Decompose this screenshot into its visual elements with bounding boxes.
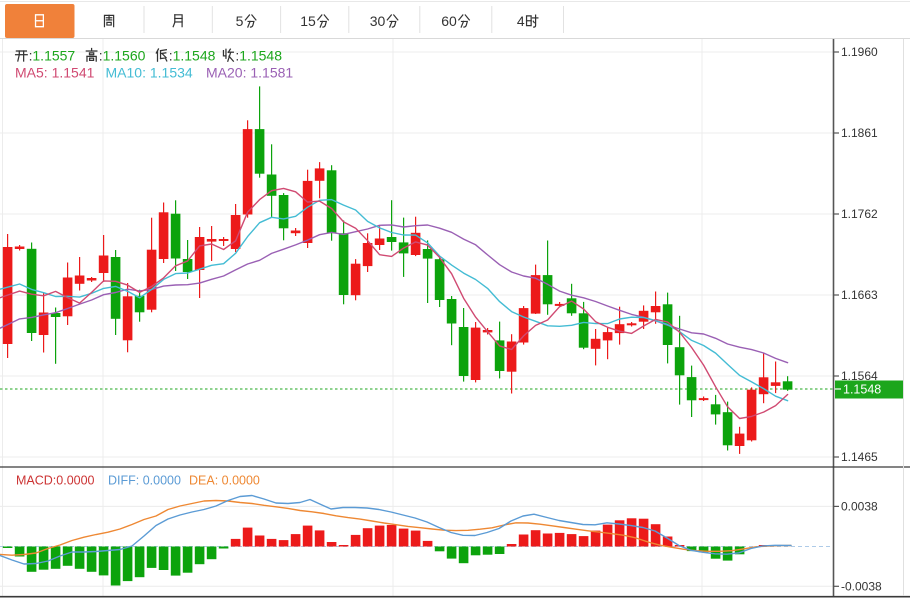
svg-text:15: 15 xyxy=(300,13,316,29)
svg-text:1.1560: 1.1560 xyxy=(103,47,146,63)
svg-text:MA10: 1.1534: MA10: 1.1534 xyxy=(106,64,193,80)
svg-text:1.1548: 1.1548 xyxy=(173,47,216,63)
svg-text:1.1762: 1.1762 xyxy=(841,207,878,221)
svg-text:MACD:0.0000: MACD:0.0000 xyxy=(16,474,95,488)
svg-text:1.1960: 1.1960 xyxy=(841,45,878,59)
svg-text:0.0038: 0.0038 xyxy=(841,500,878,514)
svg-text:4: 4 xyxy=(517,13,525,29)
svg-text:1.1548: 1.1548 xyxy=(843,383,881,397)
svg-text:1.1663: 1.1663 xyxy=(841,288,878,302)
svg-text:1.1465: 1.1465 xyxy=(841,450,878,464)
svg-text:DEA: 0.0000: DEA: 0.0000 xyxy=(189,474,260,488)
svg-text::: : xyxy=(29,47,33,63)
svg-text:1.1557: 1.1557 xyxy=(32,47,75,63)
svg-text:MA20: 1.1581: MA20: 1.1581 xyxy=(206,64,293,80)
svg-text:1.1861: 1.1861 xyxy=(841,126,878,140)
svg-text::: : xyxy=(169,47,173,63)
svg-text:30: 30 xyxy=(370,13,386,29)
svg-text:MA5: 1.1541: MA5: 1.1541 xyxy=(15,64,95,80)
svg-text::: : xyxy=(99,47,103,63)
svg-text:1.1564: 1.1564 xyxy=(841,369,878,383)
svg-text:DIFF: 0.0000: DIFF: 0.0000 xyxy=(108,474,181,488)
svg-text:5: 5 xyxy=(236,13,244,29)
svg-text::: : xyxy=(235,47,239,63)
svg-text:60: 60 xyxy=(441,13,457,29)
svg-text:1.1548: 1.1548 xyxy=(239,47,282,63)
svg-text:-0.0038: -0.0038 xyxy=(841,580,882,594)
